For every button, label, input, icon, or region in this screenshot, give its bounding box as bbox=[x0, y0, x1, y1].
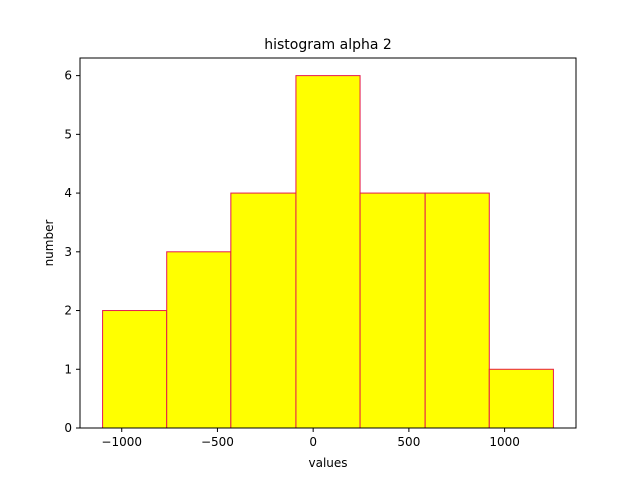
x-axis-ticks: −1000 −500 0 500 1000 bbox=[101, 428, 520, 449]
y-tick-label: 2 bbox=[64, 304, 72, 318]
x-tick-label: 1000 bbox=[489, 435, 520, 449]
histogram-bar bbox=[230, 192, 297, 429]
x-tick-label: −1000 bbox=[101, 435, 142, 449]
chart-title: histogram alpha 2 bbox=[264, 37, 392, 53]
histogram-bar bbox=[166, 251, 232, 429]
histogram-bar bbox=[424, 192, 490, 429]
histogram-bar bbox=[359, 192, 426, 429]
y-tick-label: 6 bbox=[64, 69, 72, 83]
y-tick-label: 1 bbox=[64, 362, 72, 376]
histogram-bar bbox=[295, 75, 361, 429]
histogram-bar bbox=[102, 310, 168, 429]
bars-group bbox=[102, 75, 554, 429]
x-tick-label: 0 bbox=[309, 435, 317, 449]
x-tick-label: −500 bbox=[201, 435, 234, 449]
histogram-bar bbox=[488, 368, 554, 429]
x-axis-label: values bbox=[308, 456, 347, 470]
y-axis-label: number bbox=[42, 220, 56, 267]
y-tick-label: 3 bbox=[64, 245, 72, 259]
y-tick-label: 5 bbox=[64, 127, 72, 141]
y-tick-label: 4 bbox=[64, 186, 72, 200]
x-tick-label: 500 bbox=[397, 435, 420, 449]
y-tick-label: 0 bbox=[64, 421, 72, 435]
y-axis-ticks: 0 1 2 3 4 5 6 bbox=[64, 69, 80, 435]
plot-frame bbox=[79, 57, 577, 429]
